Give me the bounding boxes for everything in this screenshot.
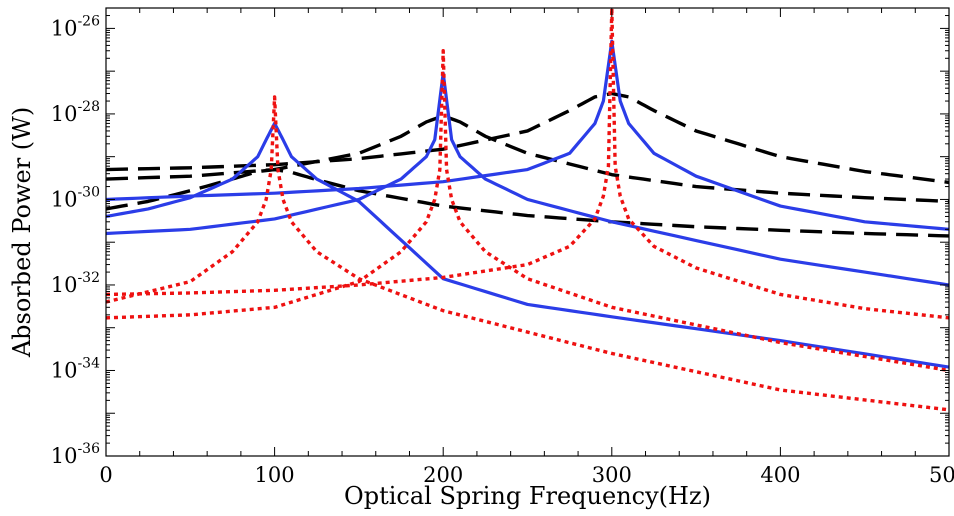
- x-tick-label: 100: [255, 463, 295, 487]
- series-line-7: [106, 95, 949, 412]
- x-tick-label: 300: [592, 463, 632, 487]
- series-group: [106, 8, 949, 412]
- x-axis-title: Optical Spring Frequency(Hz): [344, 482, 711, 510]
- y-tick-label: 10-28: [51, 99, 100, 126]
- x-tick-label: 500: [929, 463, 954, 487]
- series-line-2: [106, 114, 949, 204]
- y-axis-title: Absorbed Power (W): [8, 107, 36, 358]
- series-line-6: [106, 39, 949, 231]
- x-tick-label: 400: [760, 463, 800, 487]
- x-tick-label: 0: [99, 463, 112, 487]
- series-line-8: [106, 49, 949, 373]
- x-tick-label: 200: [423, 463, 463, 487]
- plot-frame: [105, 7, 950, 457]
- series-line-1: [106, 167, 949, 238]
- series-line-4: [106, 121, 949, 369]
- series-line-3: [106, 91, 949, 185]
- y-tick-label: 10-26: [51, 13, 100, 40]
- y-tick-label: 10-34: [51, 355, 100, 382]
- y-tick-label: 10-30: [51, 184, 100, 211]
- y-tick-label: 10-32: [51, 270, 100, 297]
- series-line-9: [106, 8, 949, 320]
- y-tick-label: 10-36: [51, 441, 100, 468]
